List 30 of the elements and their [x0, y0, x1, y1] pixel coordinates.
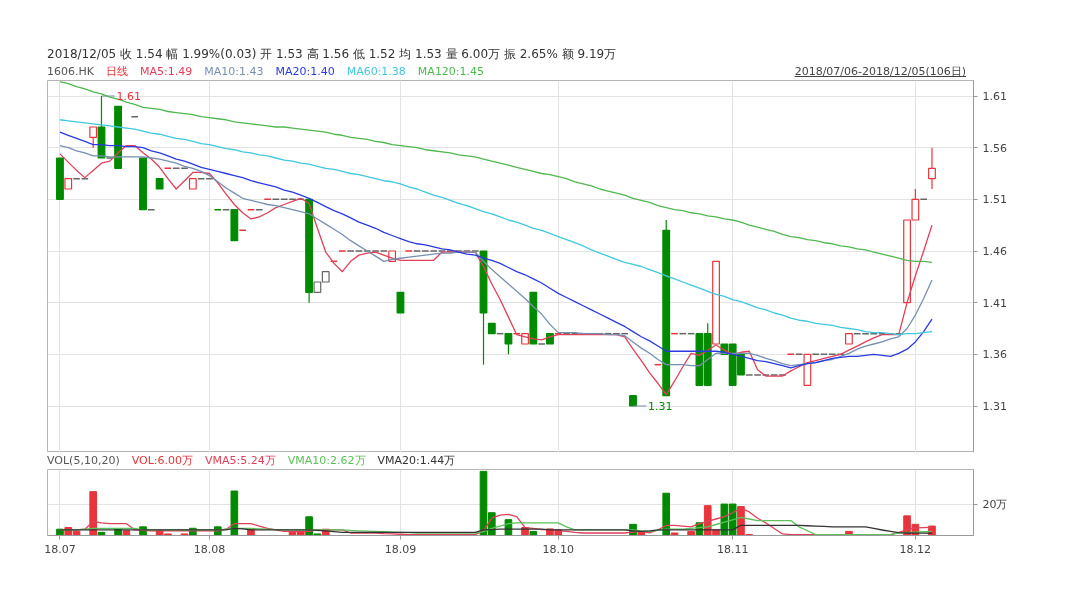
y-tick-label: 1.51 [982, 193, 1007, 207]
x-tick-label: 18.10 [542, 542, 575, 556]
x-tick-label: 18.11 [716, 542, 749, 556]
chart-title: 2018/12/05 收 1.54 幅 1.99%(0.03) 开 1.53 高 1.56 低 1.52 均 1.53 量 6.00万 振 2.65% 额 9.19万 [46, 46, 617, 63]
text: MA20:1.40 [275, 65, 335, 78]
x-tick-label: 18.08 [193, 542, 226, 556]
text: 2018/07/06-2018/12/05(106日) [794, 65, 966, 78]
legend-title: VOL(5,10,20) [47, 454, 120, 467]
text: MA120:1.45 [417, 65, 485, 78]
annotation: 1.61 [116, 90, 141, 103]
y-tick-label: 20万 [982, 497, 1008, 511]
text: MA5:1.49 [139, 65, 193, 78]
y-tick-label: 1.31 [982, 400, 1007, 413]
x-tick-label: 18.07 [44, 542, 76, 556]
x-tick-label: 18.09 [384, 542, 417, 556]
y-tick-label: 1.41 [982, 296, 1007, 310]
text: VMA20:1.44万 [377, 454, 456, 467]
y-tick-label: 1.36 [982, 348, 1007, 362]
text: MA10:1.43 [204, 65, 264, 78]
y-tick-label: 1.61 [982, 90, 1007, 103]
x-tick-label: 18.12 [899, 542, 932, 556]
text: MA60:1.38 [346, 65, 406, 78]
y-tick-label: 1.56 [982, 141, 1007, 155]
chart-subtitle: 1606.HK [47, 65, 94, 78]
y-tick-label: 1.46 [982, 245, 1007, 258]
annotation: 1.31 [647, 400, 673, 413]
text: VMA5:5.24万 [205, 454, 276, 467]
text: VOL:6.00万 [131, 454, 194, 467]
text: VMA10:2.62万 [287, 454, 366, 467]
legend-title: 日线 [105, 65, 128, 78]
